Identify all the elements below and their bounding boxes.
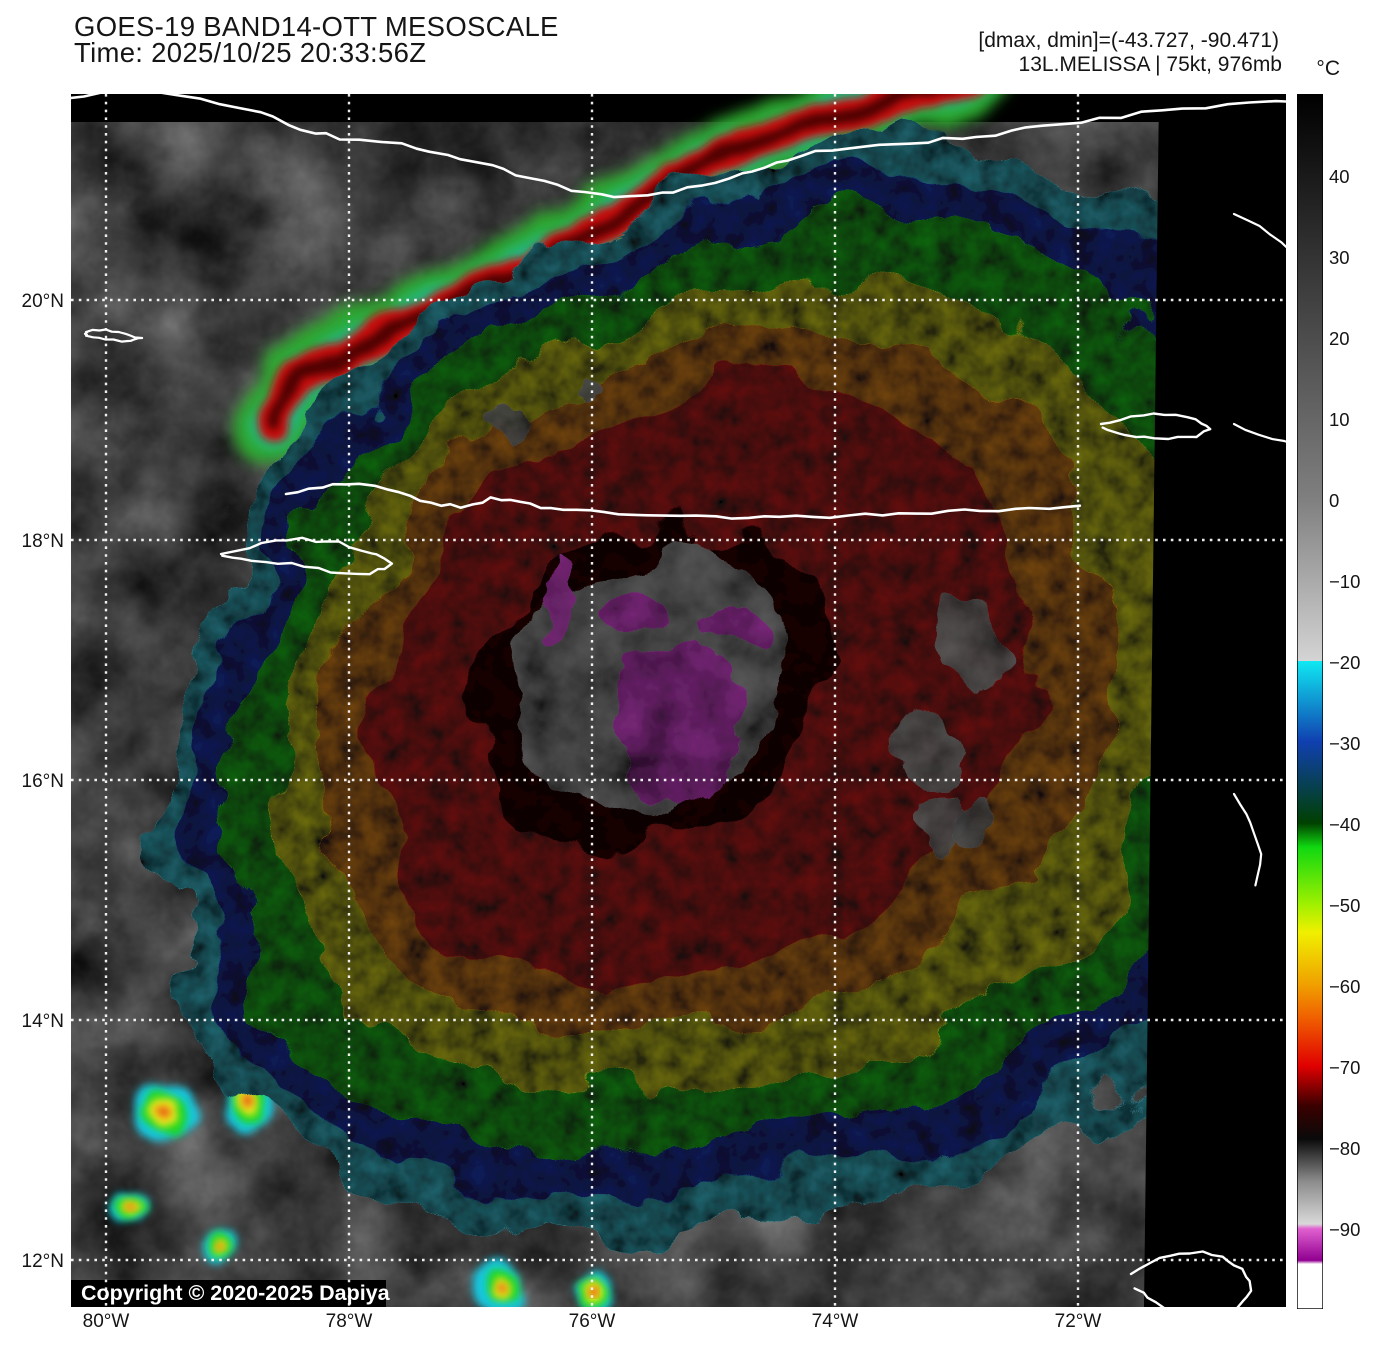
svg-text:Copyright © 2020-2025 Dapiya: Copyright © 2020-2025 Dapiya xyxy=(81,1281,391,1305)
